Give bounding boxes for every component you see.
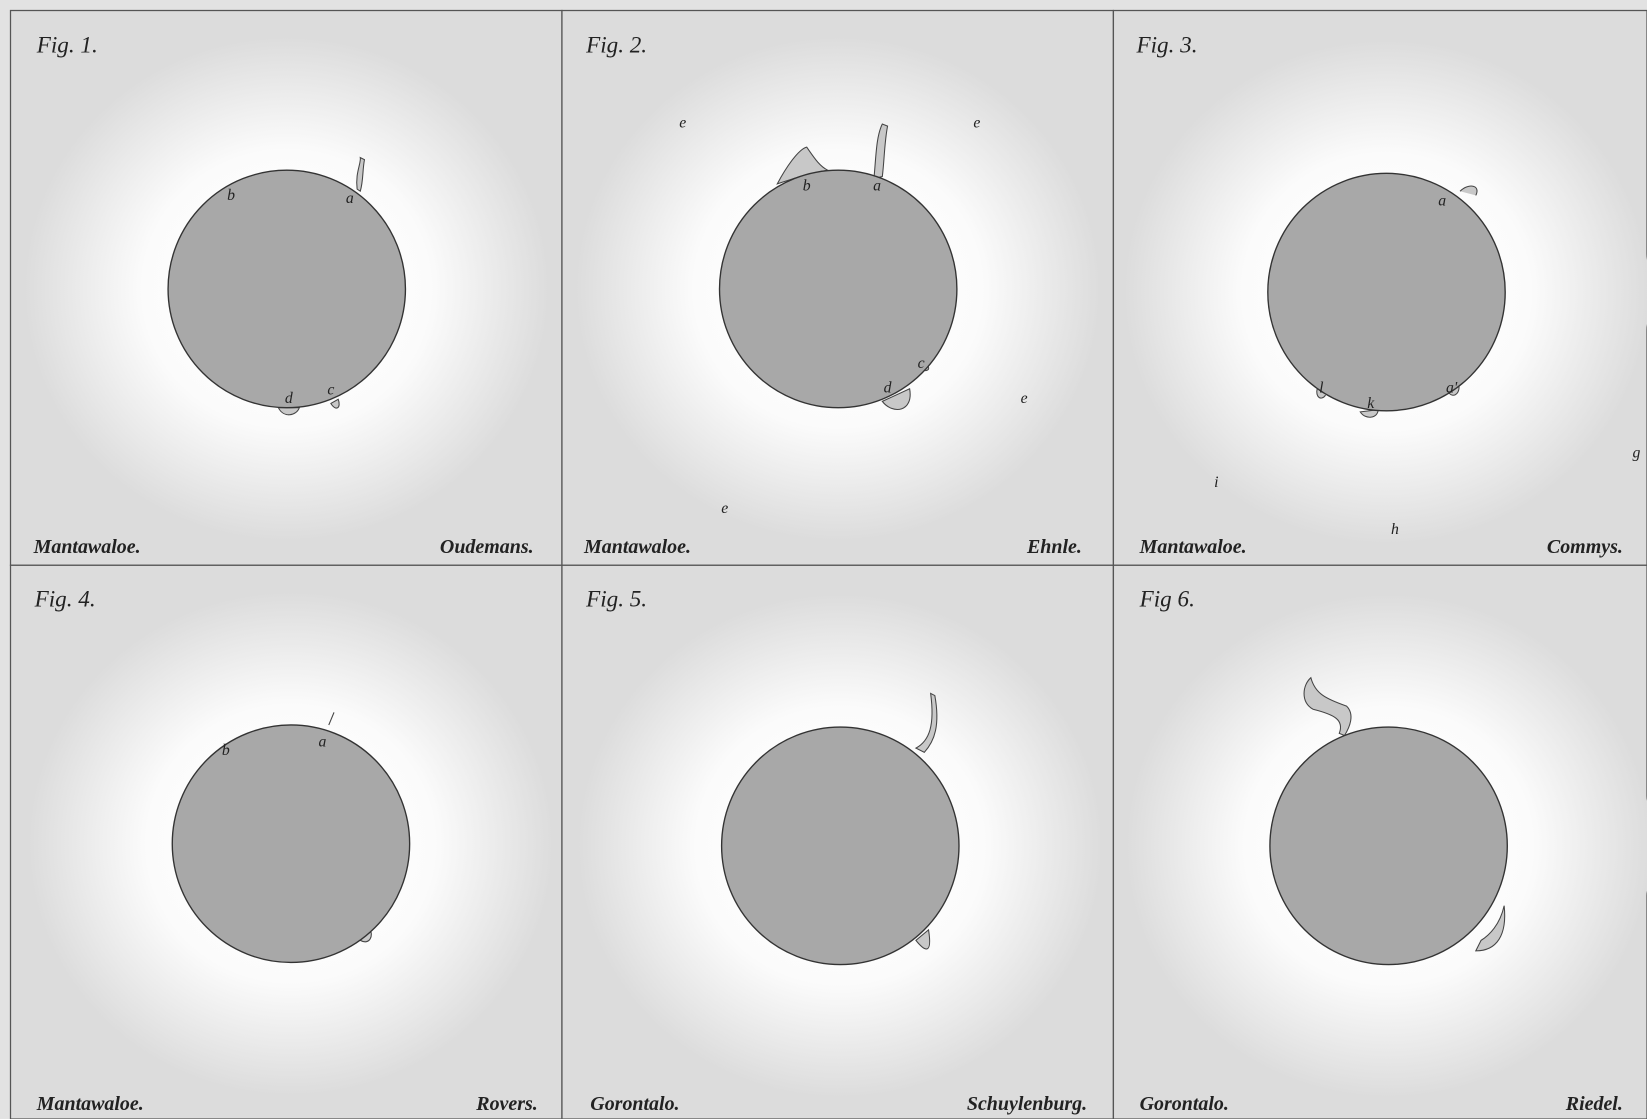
location: Mantawaloe. bbox=[583, 536, 691, 558]
figure-label: Fig 6. bbox=[1139, 585, 1195, 611]
point-label: i bbox=[1214, 474, 1218, 491]
sun-disk bbox=[1269, 726, 1508, 966]
point-label: d bbox=[285, 390, 293, 407]
prominence bbox=[1459, 185, 1478, 196]
figure-label: Fig. 2. bbox=[585, 32, 647, 58]
point-label: e bbox=[679, 115, 686, 132]
point-label: a' bbox=[1446, 379, 1458, 396]
point-label: a bbox=[346, 190, 354, 207]
prominence bbox=[1303, 676, 1352, 737]
point-label: a bbox=[1438, 192, 1446, 209]
observer: Schuylenburg. bbox=[967, 1093, 1087, 1115]
prominence bbox=[873, 123, 889, 180]
observer: Rovers. bbox=[475, 1093, 538, 1115]
location: Mantawaloe. bbox=[36, 1093, 144, 1115]
observer: Riedel. bbox=[1565, 1093, 1623, 1115]
sun-disk bbox=[171, 724, 411, 964]
sun-disk bbox=[1267, 172, 1506, 412]
prominence bbox=[1316, 388, 1327, 399]
point-label: b bbox=[222, 742, 230, 759]
location: Mantawaloe. bbox=[33, 536, 141, 558]
point-label: b bbox=[227, 187, 235, 204]
point-label: e bbox=[721, 500, 728, 517]
sun-disk bbox=[718, 169, 958, 409]
prominence bbox=[1474, 905, 1506, 952]
location: Gorontalo. bbox=[1140, 1093, 1229, 1115]
point-label: b bbox=[803, 178, 811, 195]
point-label: l bbox=[1319, 379, 1324, 396]
prominence bbox=[330, 398, 340, 409]
prominence bbox=[914, 692, 938, 753]
point-label: a bbox=[873, 178, 881, 195]
prominence bbox=[356, 156, 366, 193]
point-label: c bbox=[918, 355, 925, 372]
point-label: c bbox=[327, 381, 334, 398]
prominence bbox=[277, 407, 301, 416]
observer: Commys. bbox=[1547, 536, 1623, 558]
figure-label: Fig. 5. bbox=[585, 585, 647, 611]
figure-label: Fig. 3. bbox=[1136, 32, 1198, 58]
location: Mantawaloe. bbox=[1139, 536, 1247, 558]
figure-label: Fig. 4. bbox=[34, 585, 96, 611]
point-label: g bbox=[1633, 445, 1641, 462]
point-label: e bbox=[973, 115, 980, 132]
prominence bbox=[328, 712, 335, 726]
observer: Oudemans. bbox=[440, 536, 534, 558]
location: Gorontalo. bbox=[590, 1093, 679, 1115]
point-label: a bbox=[319, 733, 327, 750]
sun-disk bbox=[167, 169, 407, 409]
sun-disk bbox=[720, 726, 960, 966]
prominence bbox=[915, 928, 931, 950]
prominence bbox=[881, 387, 911, 410]
point-label: e bbox=[1021, 390, 1028, 407]
figure-label: Fig. 1. bbox=[36, 32, 98, 58]
point-label: h bbox=[1391, 521, 1399, 538]
point-label: d bbox=[884, 379, 892, 396]
observer: Ehnle. bbox=[1026, 536, 1082, 558]
point-label: k bbox=[1367, 395, 1375, 412]
